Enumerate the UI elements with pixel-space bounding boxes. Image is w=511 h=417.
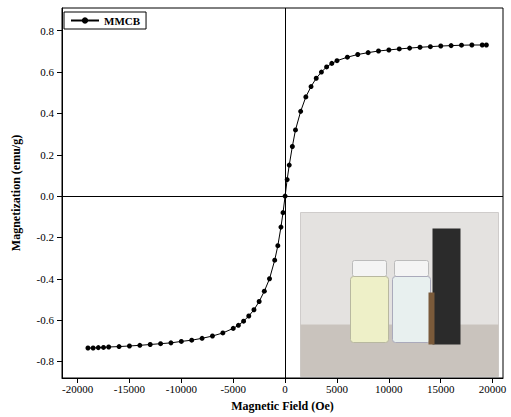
svg-text:10000: 10000 — [375, 383, 403, 395]
svg-text:Magnetic Field (Oe): Magnetic Field (Oe) — [231, 399, 334, 413]
svg-text:-15000: -15000 — [114, 383, 146, 395]
svg-text:MMCB: MMCB — [104, 15, 141, 27]
svg-text:0.6: 0.6 — [40, 66, 54, 78]
svg-text:-10000: -10000 — [166, 383, 198, 395]
svg-text:-5000: -5000 — [220, 383, 246, 395]
svg-text:0.8: 0.8 — [40, 25, 54, 37]
svg-text:5000: 5000 — [326, 383, 349, 395]
svg-text:0.2: 0.2 — [40, 149, 54, 161]
svg-text:0: 0 — [282, 383, 288, 395]
svg-text:-0.8: -0.8 — [37, 355, 55, 367]
svg-text:-0.6: -0.6 — [37, 314, 55, 326]
svg-text:-0.4: -0.4 — [37, 273, 55, 285]
svg-text:20000: 20000 — [479, 383, 507, 395]
svg-text:0.4: 0.4 — [40, 107, 54, 119]
svg-text:15000: 15000 — [427, 383, 455, 395]
svg-text:Magnetization (emu/g): Magnetization (emu/g) — [9, 135, 23, 251]
svg-text:-20000: -20000 — [62, 383, 94, 395]
svg-text:-0.2: -0.2 — [37, 231, 54, 243]
svg-text:0.0: 0.0 — [40, 190, 54, 202]
